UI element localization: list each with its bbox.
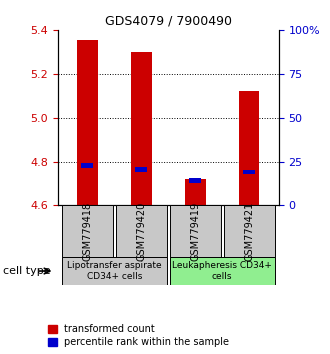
- Bar: [185, 179, 206, 205]
- Text: Leukapheresis CD34+
cells: Leukapheresis CD34+ cells: [172, 261, 272, 281]
- Bar: [135, 167, 147, 172]
- Text: cell type: cell type: [3, 266, 51, 276]
- Bar: [77, 40, 98, 205]
- Text: GSM779421: GSM779421: [244, 201, 254, 261]
- Bar: [82, 164, 93, 168]
- Bar: [170, 257, 275, 285]
- Text: Lipotransfer aspirate
CD34+ cells: Lipotransfer aspirate CD34+ cells: [67, 261, 162, 281]
- Text: GSM779420: GSM779420: [136, 201, 146, 261]
- Title: GDS4079 / 7900490: GDS4079 / 7900490: [105, 15, 232, 28]
- Bar: [62, 257, 167, 285]
- Legend: transformed count, percentile rank within the sample: transformed count, percentile rank withi…: [48, 325, 229, 347]
- Text: GSM779419: GSM779419: [190, 202, 200, 261]
- Text: GSM779418: GSM779418: [82, 202, 92, 261]
- Bar: [170, 205, 221, 257]
- Bar: [131, 52, 151, 205]
- Bar: [239, 91, 259, 205]
- Bar: [189, 178, 201, 183]
- Bar: [116, 205, 167, 257]
- Bar: [224, 205, 275, 257]
- Bar: [62, 205, 113, 257]
- Bar: [243, 170, 255, 175]
